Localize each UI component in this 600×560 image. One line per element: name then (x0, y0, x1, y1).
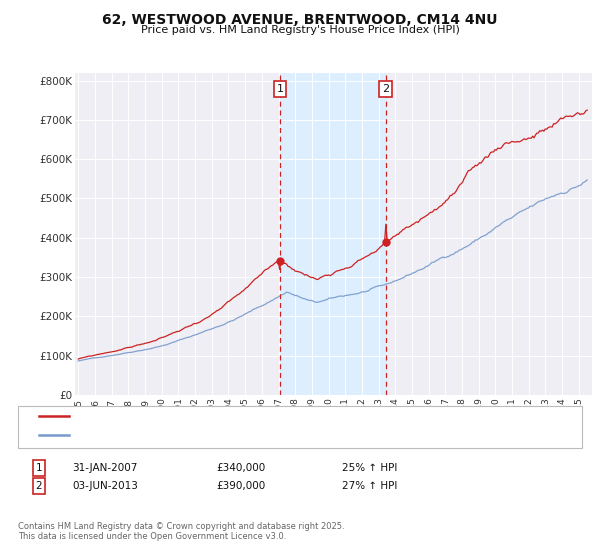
Text: Contains HM Land Registry data © Crown copyright and database right 2025.
This d: Contains HM Land Registry data © Crown c… (18, 522, 344, 542)
Bar (280, 73, 386, 395)
Text: HPI: Average price, semi-detached house, Brentwood: HPI: Average price, semi-detached house,… (74, 430, 340, 440)
Text: £340,000: £340,000 (216, 463, 265, 473)
Text: 2: 2 (382, 84, 389, 94)
Text: 62, WESTWOOD AVENUE, BRENTWOOD, CM14 4NU (semi-detached house): 62, WESTWOOD AVENUE, BRENTWOOD, CM14 4NU… (74, 410, 448, 421)
Text: 25% ↑ HPI: 25% ↑ HPI (342, 463, 397, 473)
Text: Price paid vs. HM Land Registry's House Price Index (HPI): Price paid vs. HM Land Registry's House … (140, 25, 460, 35)
Text: 1: 1 (277, 84, 283, 94)
Text: 2: 2 (35, 481, 43, 491)
Text: 31-JAN-2007: 31-JAN-2007 (72, 463, 137, 473)
Text: 1: 1 (35, 463, 43, 473)
Text: £390,000: £390,000 (216, 481, 265, 491)
Text: 27% ↑ HPI: 27% ↑ HPI (342, 481, 397, 491)
Text: 03-JUN-2013: 03-JUN-2013 (72, 481, 138, 491)
Text: 62, WESTWOOD AVENUE, BRENTWOOD, CM14 4NU: 62, WESTWOOD AVENUE, BRENTWOOD, CM14 4NU (102, 13, 498, 27)
